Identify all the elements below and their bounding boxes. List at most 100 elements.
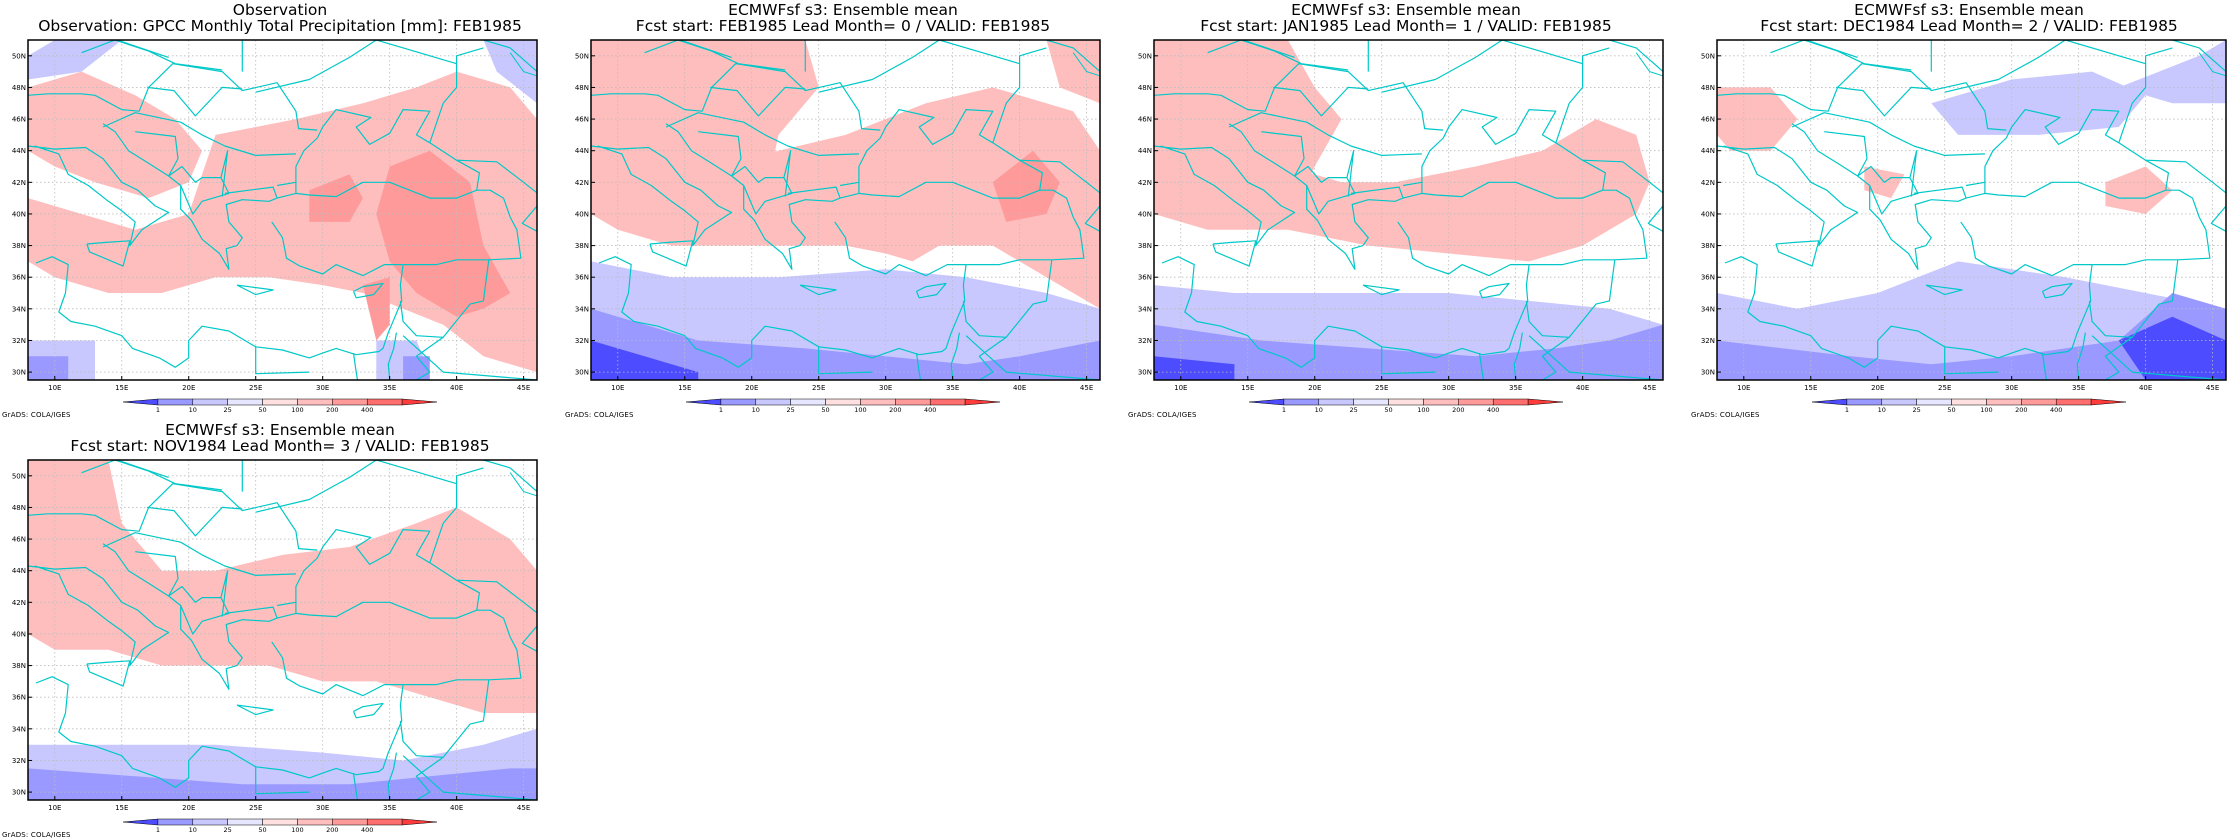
coastline (255, 766, 310, 795)
lat-tick-label: 48N (1138, 84, 1152, 92)
coastline (710, 86, 806, 117)
precip-shading (591, 308, 1100, 380)
colorbar: 1 10 25 50 100 200 400 (122, 818, 438, 833)
precipitation-map: 10E 15E 20E 25E 30E 35E 40E 45E 30N 32N 34N 36N 38N 4… (12, 39, 538, 392)
lat-tick-label: 48N (12, 84, 26, 92)
lat-tick-label: 48N (575, 84, 589, 92)
lat-tick-label: 44N (575, 147, 589, 155)
colorbar-label: 400 (361, 826, 373, 833)
lat-tick-label: 38N (575, 242, 589, 250)
coastline (1791, 108, 2169, 270)
lon-tick-label: 25E (1938, 384, 1951, 392)
coastline (102, 532, 296, 576)
coastline (1662, 150, 1663, 152)
colorbar-swatch (1423, 398, 1459, 406)
coastline (276, 181, 297, 194)
panel-subtitle: Fcst start: JAN1985 Lead Month= 1 / VALI… (1200, 17, 1612, 35)
coastline (665, 112, 859, 156)
coastline (2145, 159, 2226, 232)
coastline (415, 756, 444, 800)
lat-tick-label: 50N (1701, 52, 1715, 60)
map-panel: ECMWFsf s3: Ensemble mean Fcst start: JA… (1126, 0, 1686, 420)
lat-tick-label: 30N (12, 369, 26, 377)
coastline (598, 221, 967, 368)
coastline (135, 551, 179, 597)
lat-tick-label: 40N (1701, 210, 1715, 218)
coastline (352, 353, 359, 380)
lat-tick-label: 30N (575, 369, 589, 377)
lon-tick-label: 40E (1013, 384, 1026, 392)
coastline (915, 353, 922, 380)
lat-tick-label: 38N (1138, 242, 1152, 250)
lon-tick-label: 45E (517, 804, 530, 812)
coastline (1273, 86, 1369, 117)
colorbar-label: 25 (1350, 406, 1358, 413)
colorbar-swatch (1916, 398, 1952, 406)
colorbar-swatch (1951, 398, 1987, 406)
grads-credit: GrADS: COLA/IGES (1128, 411, 1197, 419)
coastline (352, 702, 384, 719)
lat-tick-label: 50N (12, 52, 26, 60)
lat-tick-label: 50N (1138, 52, 1152, 60)
panel-subtitle: Fcst start: NOV1984 Lead Month= 3 / VALI… (70, 437, 490, 455)
precip-shading (28, 71, 203, 199)
colorbar: 1 10 25 50 100 200 400 (685, 398, 1001, 413)
lat-tick-label: 32N (12, 337, 26, 345)
lon-tick-label: 45E (517, 384, 530, 392)
coastline (415, 336, 444, 380)
lon-tick-label: 10E (611, 384, 624, 392)
lon-tick-label: 35E (946, 384, 959, 392)
coastline (483, 40, 537, 73)
colorbar-label: 50 (258, 826, 266, 833)
lat-tick-label: 42N (575, 179, 589, 187)
colorbar-swatch (262, 818, 298, 826)
coastline (1775, 240, 1820, 267)
colorbar-label: 100 (1417, 406, 1429, 413)
colorbar-swatch (227, 398, 263, 406)
colorbar-swatch (401, 398, 438, 406)
lon-tick-label: 45E (1643, 384, 1656, 392)
colorbar-label: 400 (924, 406, 936, 413)
lat-tick-label: 32N (575, 337, 589, 345)
panel-subtitle: Fcst start: FEB1985 Lead Month= 0 / VALI… (635, 17, 1051, 35)
lat-tick-label: 38N (12, 662, 26, 670)
colorbar-swatch (366, 398, 403, 406)
colorbar-swatch (1458, 398, 1494, 406)
lon-tick-label: 25E (1375, 384, 1388, 392)
lat-tick-label: 38N (12, 242, 26, 250)
coastline (1362, 284, 1400, 296)
coastline (255, 460, 457, 513)
lon-tick-label: 15E (678, 384, 691, 392)
coastline (401, 189, 522, 266)
colorbar-swatch (157, 398, 194, 406)
coastline (2104, 336, 2133, 380)
coastline (1099, 150, 1100, 152)
colorbar-swatch (1846, 398, 1883, 406)
lon-tick-label: 10E (1737, 384, 1750, 392)
coastline (1228, 108, 1606, 270)
lat-tick-label: 34N (1701, 305, 1715, 313)
coastline (649, 240, 694, 267)
lon-tick-label: 15E (115, 804, 128, 812)
coastline (1925, 284, 1963, 296)
colorbar: 1 10 25 50 100 200 400 (1811, 398, 2127, 413)
colorbar-swatch (332, 398, 368, 406)
colorbar-swatch (964, 398, 1001, 406)
coastline (28, 145, 170, 247)
precipitation-map: 10E 15E 20E 25E 30E 35E 40E 45E 30N 32N 34N 36N 38N 4… (12, 459, 538, 812)
coastline (1791, 112, 1985, 156)
coastline (2118, 47, 2173, 143)
lon-tick-label: 20E (182, 384, 195, 392)
grads-credit: GrADS: COLA/IGES (1691, 411, 1760, 419)
coastline (950, 332, 960, 380)
colorbar-label: 10 (1878, 406, 1886, 413)
coastline (429, 467, 484, 563)
coastline (28, 565, 170, 667)
colorbar-swatch (192, 398, 228, 406)
precip-shading (1154, 119, 1650, 262)
coastline (698, 131, 742, 177)
coastline (1154, 145, 1296, 247)
coastline (220, 150, 229, 197)
lon-tick-label: 30E (1442, 384, 1455, 392)
coastline (28, 483, 318, 551)
